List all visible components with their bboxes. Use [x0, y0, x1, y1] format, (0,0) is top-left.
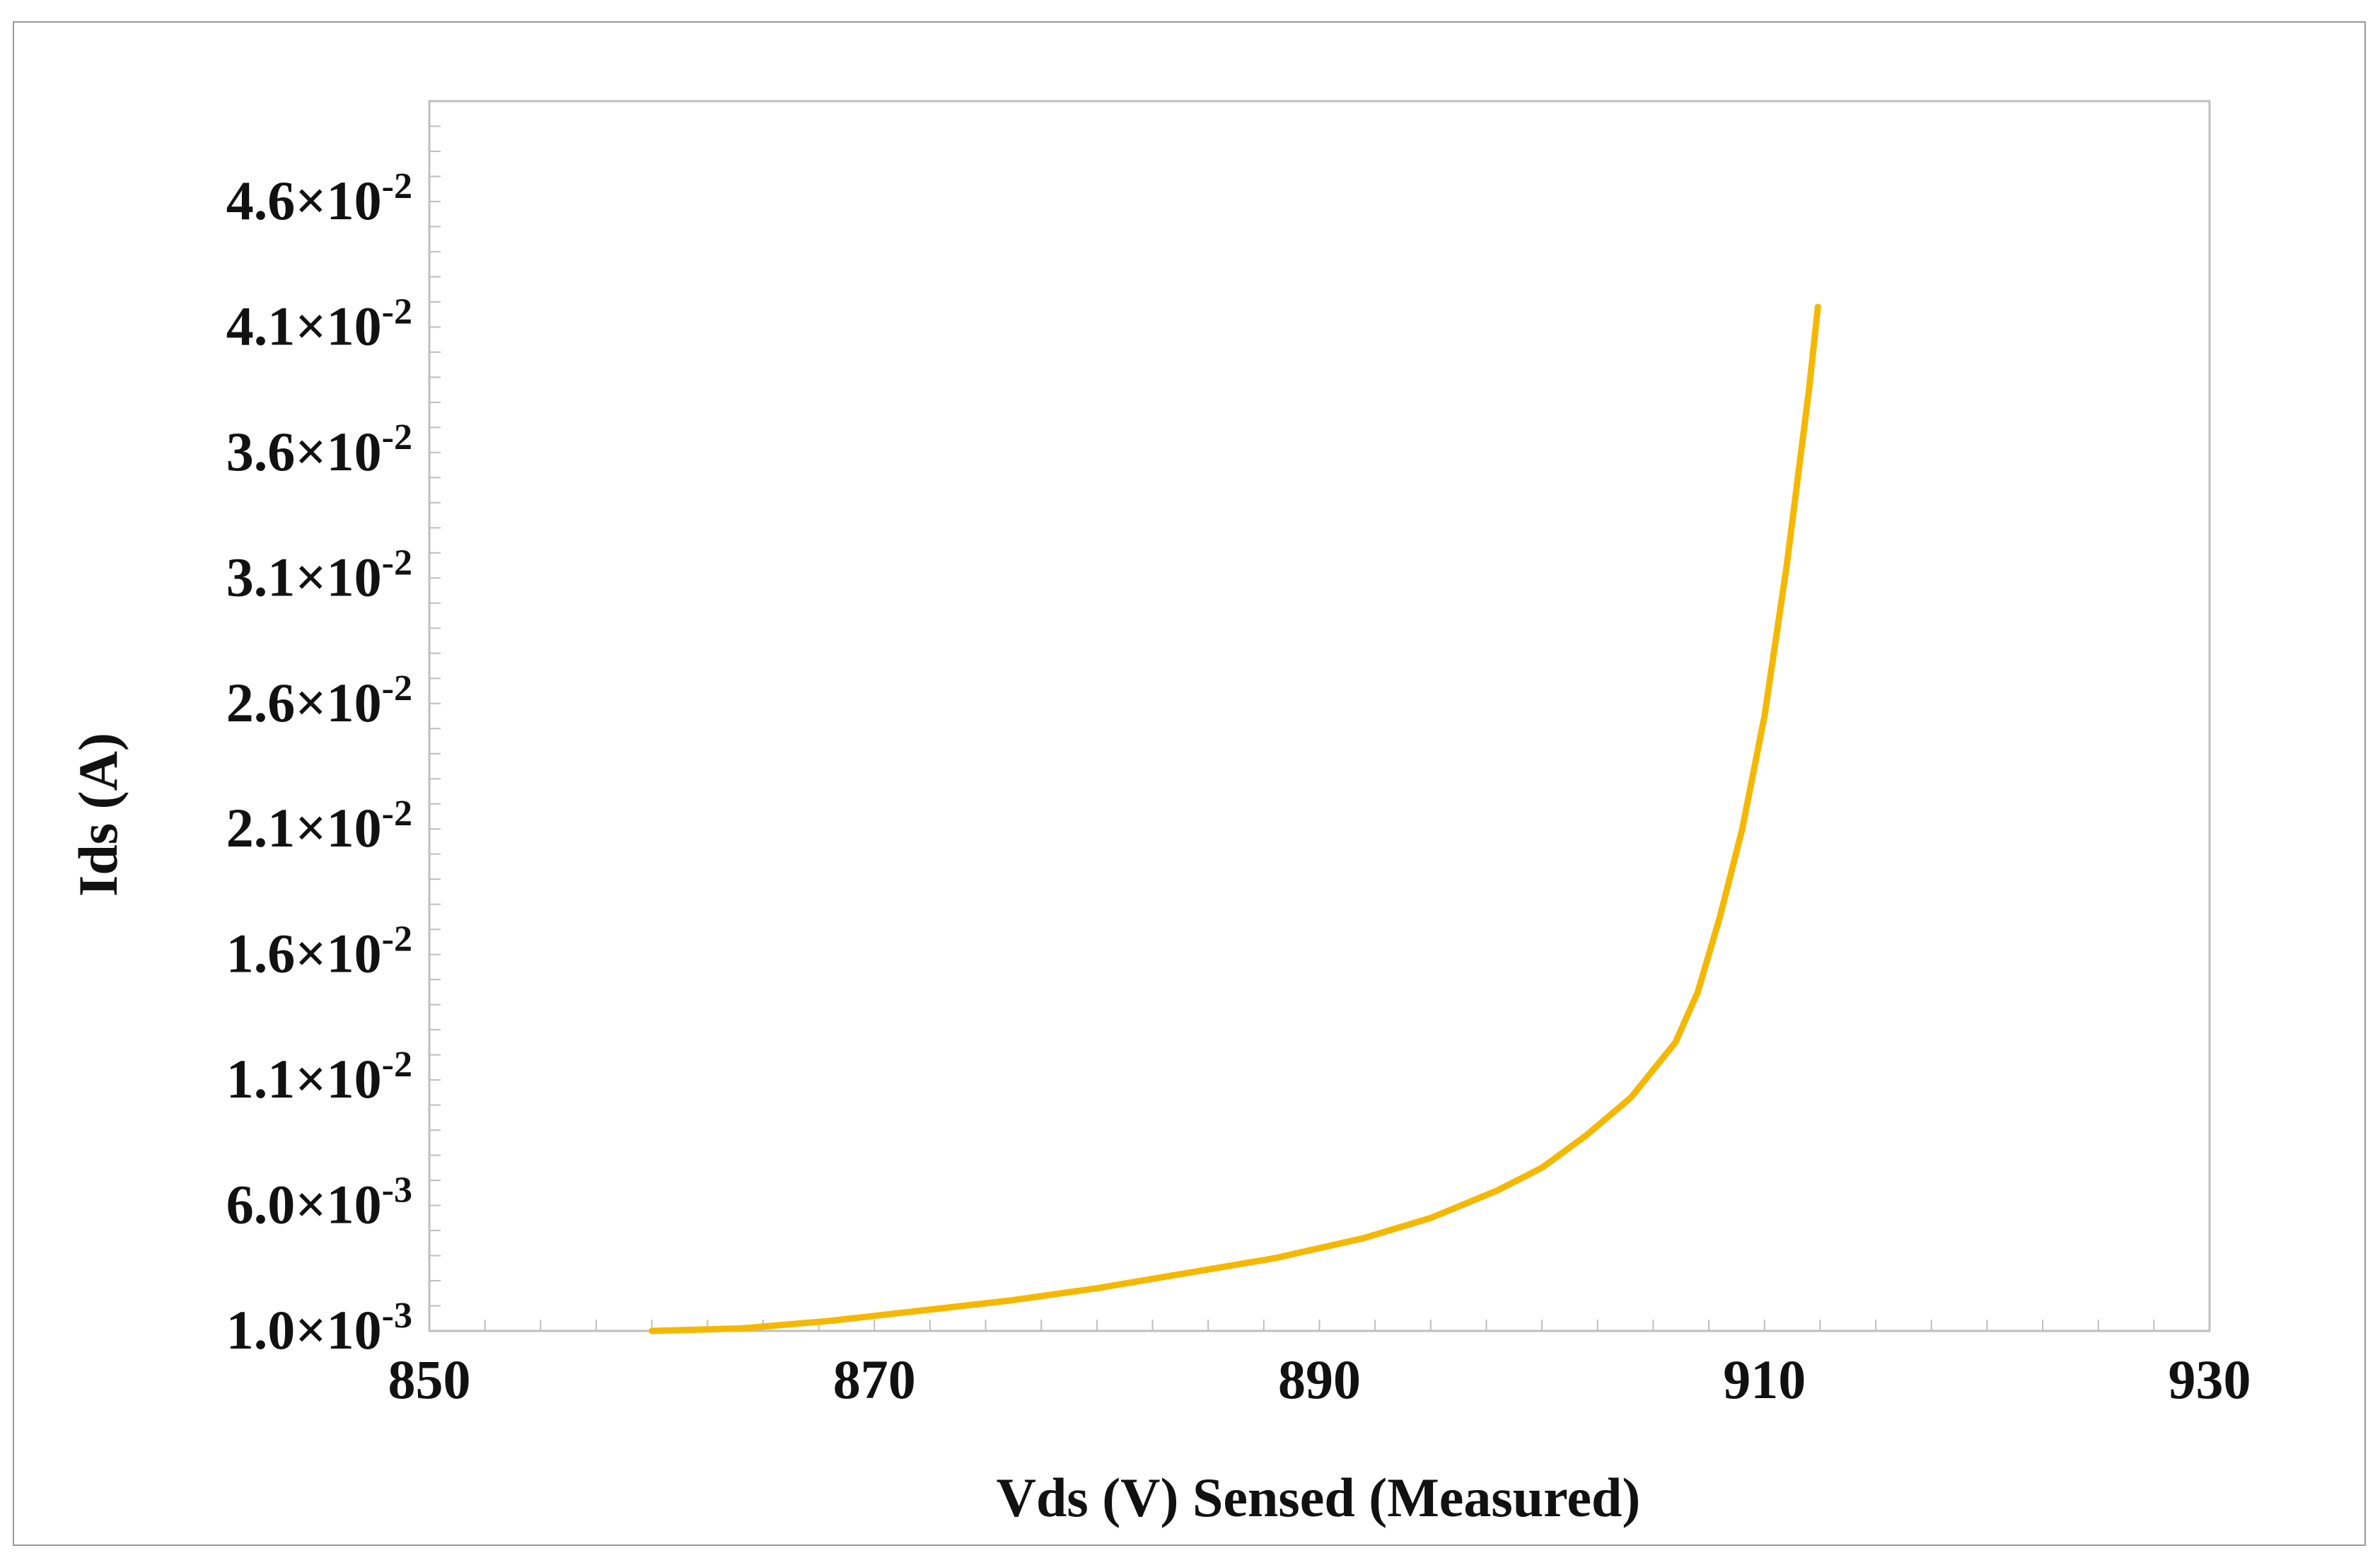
ids-vs-vds-chart: 850 870 890 910 930 1.0×10-3 6.0×10-3 1.1×10-2…	[67, 100, 2251, 1528]
series-line-ids	[649, 303, 1821, 1334]
y-tick-label: 2.6×10-2	[226, 668, 412, 733]
x-tick-label: 850	[388, 1349, 471, 1410]
y-tick-labels: 1.0×10-3 6.0×10-3 1.1×10-2 1.6×10-2 2.1×10-2…	[226, 166, 412, 1361]
y-tick-label: 3.6×10-2	[226, 417, 412, 482]
y-minor-ticks	[429, 125, 441, 1307]
y-tick-label: 1.1×10-2	[226, 1045, 412, 1110]
x-tick-label: 930	[2169, 1349, 2251, 1410]
y-tick-label: 3.1×10-2	[226, 542, 412, 607]
y-tick-label: 1.6×10-2	[226, 919, 412, 984]
y-tick-label: 1.0×10-3	[226, 1296, 412, 1361]
y-tick-label: 6.0×10-3	[226, 1170, 412, 1235]
x-axis-title: Vds (V) Sensed (Measured)	[997, 1467, 1641, 1528]
x-tick-labels: 850 870 890 910 930	[388, 1349, 2251, 1410]
y-tick-label: 4.6×10-2	[226, 166, 412, 231]
plot-area	[428, 100, 2211, 1332]
x-tick-label: 890	[1278, 1349, 1361, 1410]
y-axis-title: Ids (A)	[67, 733, 129, 897]
chart-frame: 850 870 890 910 930 1.0×10-3 6.0×10-3 1.1×10-2…	[13, 21, 2366, 1546]
x-tick-label: 910	[1723, 1349, 1806, 1410]
y-tick-label: 4.1×10-2	[226, 291, 412, 356]
series-layer	[649, 303, 1821, 1334]
y-tick-label: 2.1×10-2	[226, 793, 412, 859]
x-tick-label: 870	[833, 1349, 916, 1410]
